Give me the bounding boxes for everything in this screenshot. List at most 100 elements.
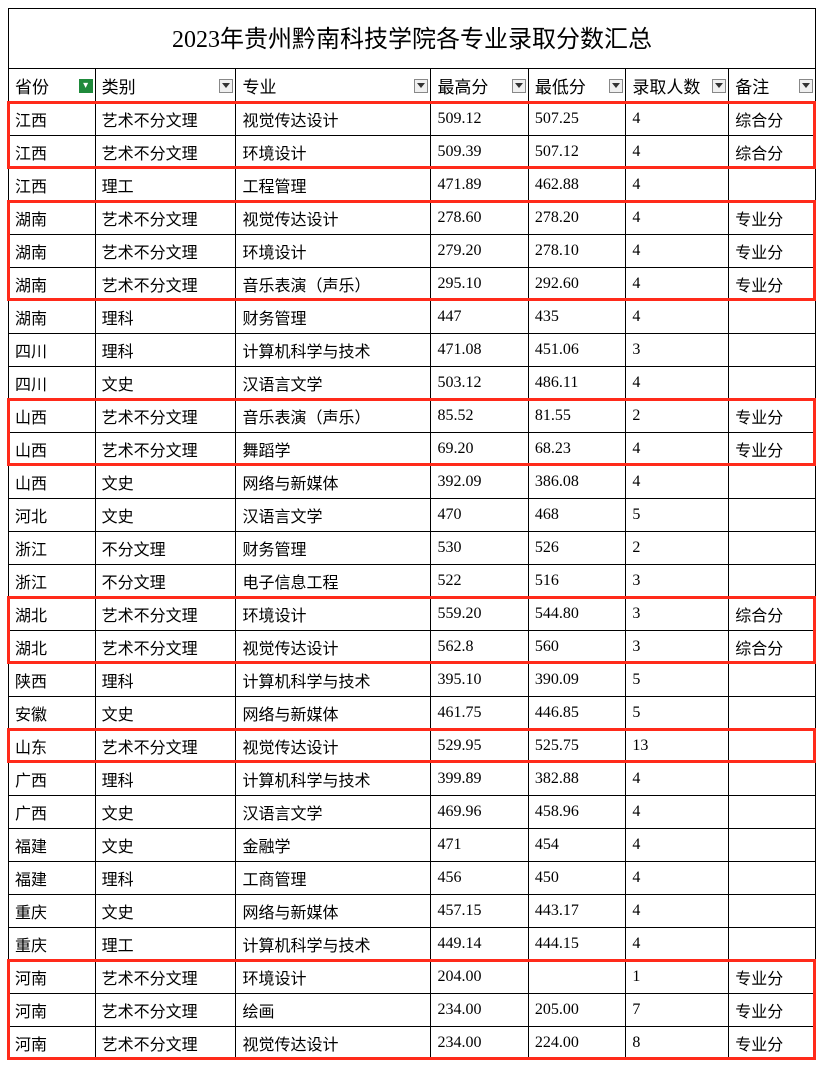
cell-province: 安徽 xyxy=(9,697,96,730)
cell-note xyxy=(729,829,816,862)
table-row: 重庆理工计算机科学与技术449.14444.154 xyxy=(9,928,816,961)
cell-note xyxy=(729,928,816,961)
cell-count: 8 xyxy=(626,1027,729,1060)
cell-min: 454 xyxy=(528,829,625,862)
cell-min: 390.09 xyxy=(528,664,625,697)
table-row: 广西理科计算机科学与技术399.89382.884 xyxy=(9,763,816,796)
cell-count: 4 xyxy=(626,136,729,169)
cell-min: 468 xyxy=(528,499,625,532)
cell-major: 财务管理 xyxy=(236,301,431,334)
cell-category: 不分文理 xyxy=(95,532,236,565)
cell-province: 重庆 xyxy=(9,895,96,928)
table-row: 山东艺术不分文理视觉传达设计529.95525.7513 xyxy=(9,730,816,763)
cell-note: 专业分 xyxy=(729,235,816,268)
filter-icon[interactable] xyxy=(414,79,428,93)
cell-major: 视觉传达设计 xyxy=(236,1027,431,1060)
cell-note xyxy=(729,763,816,796)
cell-count: 4 xyxy=(626,763,729,796)
cell-max: 559.20 xyxy=(431,598,528,631)
cell-province: 福建 xyxy=(9,829,96,862)
filter-icon[interactable] xyxy=(219,79,233,93)
cell-category: 艺术不分文理 xyxy=(95,400,236,433)
header-min-label: 最低分 xyxy=(535,78,586,97)
cell-province: 四川 xyxy=(9,334,96,367)
cell-province: 湖南 xyxy=(9,301,96,334)
cell-min: 68.23 xyxy=(528,433,625,466)
cell-major: 汉语言文学 xyxy=(236,499,431,532)
filter-icon[interactable] xyxy=(79,79,93,93)
cell-max: 469.96 xyxy=(431,796,528,829)
filter-icon[interactable] xyxy=(512,79,526,93)
cell-count: 2 xyxy=(626,532,729,565)
cell-major: 计算机科学与技术 xyxy=(236,664,431,697)
cell-min: 525.75 xyxy=(528,730,625,763)
cell-min: 507.25 xyxy=(528,103,625,136)
table-row: 山西文史网络与新媒体392.09386.084 xyxy=(9,466,816,499)
cell-min: 446.85 xyxy=(528,697,625,730)
cell-max: 461.75 xyxy=(431,697,528,730)
header-province[interactable]: 省份 xyxy=(9,69,96,103)
cell-min: 451.06 xyxy=(528,334,625,367)
cell-count: 4 xyxy=(626,466,729,499)
cell-category: 理科 xyxy=(95,301,236,334)
header-max[interactable]: 最高分 xyxy=(431,69,528,103)
cell-note xyxy=(729,532,816,565)
cell-category: 艺术不分文理 xyxy=(95,433,236,466)
cell-category: 艺术不分文理 xyxy=(95,994,236,1027)
cell-count: 4 xyxy=(626,235,729,268)
header-province-label: 省份 xyxy=(15,78,49,97)
header-row: 省份 类别 专业 最高分 最低分 xyxy=(9,69,816,103)
filter-icon[interactable] xyxy=(712,79,726,93)
cell-category: 文史 xyxy=(95,697,236,730)
header-category[interactable]: 类别 xyxy=(95,69,236,103)
cell-max: 471.89 xyxy=(431,169,528,202)
cell-province: 山西 xyxy=(9,433,96,466)
header-major[interactable]: 专业 xyxy=(236,69,431,103)
table-row: 四川理科计算机科学与技术471.08451.063 xyxy=(9,334,816,367)
cell-province: 河南 xyxy=(9,994,96,1027)
cell-min: 507.12 xyxy=(528,136,625,169)
cell-category: 文史 xyxy=(95,367,236,400)
cell-count: 4 xyxy=(626,301,729,334)
cell-max: 204.00 xyxy=(431,961,528,994)
header-count[interactable]: 录取人数 xyxy=(626,69,729,103)
header-note[interactable]: 备注 xyxy=(729,69,816,103)
cell-category: 理科 xyxy=(95,862,236,895)
cell-note xyxy=(729,466,816,499)
cell-count: 5 xyxy=(626,499,729,532)
cell-count: 7 xyxy=(626,994,729,1027)
filter-icon[interactable] xyxy=(799,79,813,93)
cell-major: 金融学 xyxy=(236,829,431,862)
table-row: 湖南艺术不分文理音乐表演（声乐）295.10292.604专业分 xyxy=(9,268,816,301)
cell-province: 湖北 xyxy=(9,631,96,664)
table-row: 重庆文史网络与新媒体457.15443.174 xyxy=(9,895,816,928)
cell-major: 绘画 xyxy=(236,994,431,1027)
cell-min: 544.80 xyxy=(528,598,625,631)
cell-category: 艺术不分文理 xyxy=(95,598,236,631)
cell-count: 4 xyxy=(626,796,729,829)
cell-note: 综合分 xyxy=(729,136,816,169)
cell-category: 文史 xyxy=(95,466,236,499)
cell-category: 文史 xyxy=(95,829,236,862)
cell-province: 山西 xyxy=(9,400,96,433)
cell-major: 环境设计 xyxy=(236,136,431,169)
header-min[interactable]: 最低分 xyxy=(528,69,625,103)
table-row: 江西艺术不分文理视觉传达设计509.12507.254综合分 xyxy=(9,103,816,136)
header-major-label: 专业 xyxy=(242,78,276,97)
cell-note xyxy=(729,796,816,829)
cell-category: 文史 xyxy=(95,796,236,829)
cell-note xyxy=(729,169,816,202)
cell-max: 278.60 xyxy=(431,202,528,235)
cell-note xyxy=(729,730,816,763)
cell-count: 3 xyxy=(626,631,729,664)
cell-category: 理工 xyxy=(95,169,236,202)
cell-max: 503.12 xyxy=(431,367,528,400)
cell-count: 3 xyxy=(626,598,729,631)
page-title: 2023年贵州黔南科技学院各专业录取分数汇总 xyxy=(8,8,816,68)
cell-max: 457.15 xyxy=(431,895,528,928)
cell-note xyxy=(729,697,816,730)
filter-icon[interactable] xyxy=(609,79,623,93)
cell-count: 5 xyxy=(626,697,729,730)
cell-major: 电子信息工程 xyxy=(236,565,431,598)
cell-count: 4 xyxy=(626,367,729,400)
